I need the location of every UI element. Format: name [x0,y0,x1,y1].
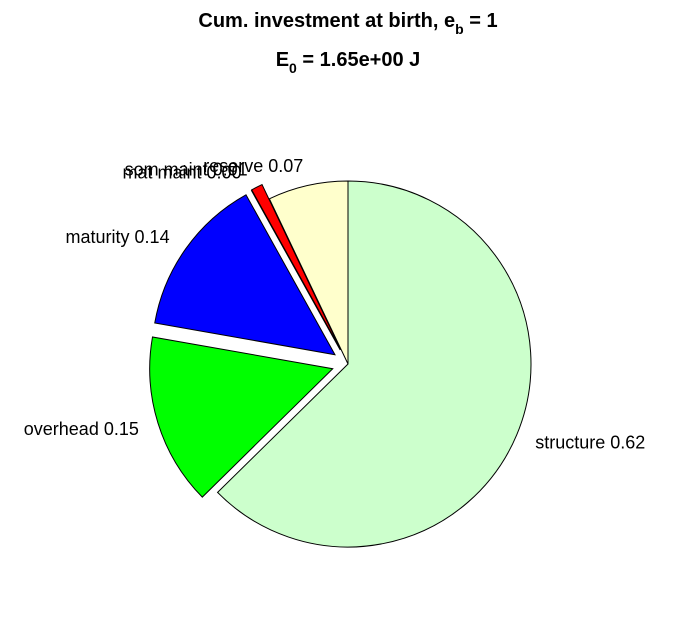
slice-value: 0.01 [213,159,248,179]
slice-label: overhead 0.15 [24,419,139,439]
title-part: = 1 [464,10,498,32]
slice-category: som maint [125,159,208,179]
slice-label: maturity 0.14 [66,227,170,247]
slice-category: reserve [203,156,263,176]
slice-value: 0.62 [610,432,645,452]
subtitle-part: = 1.65e+00 J [297,49,420,71]
title-subscript: b [455,21,464,37]
pie-slice [154,194,336,356]
pie-slice [216,180,532,548]
subtitle-part: E [276,49,289,71]
slice-label: som maint 0.01 [125,159,248,179]
chart-subtitle: E0 = 1.65e+00 J [276,49,421,76]
slice-category: mat maint [122,163,201,183]
title-part: Cum. investment at birth, e [198,10,455,32]
slice-label: reserve 0.07 [203,156,303,176]
pie-slice [250,189,341,351]
slice-category: overhead [24,419,99,439]
pie-slice [149,336,334,498]
slice-value: 0.00 [206,163,241,183]
pie-slice [251,183,342,351]
pie-slice [268,180,349,365]
slice-label: mat maint 0.00 [122,163,241,183]
subtitle-subscript: 0 [289,60,297,76]
slice-value: 0.14 [135,227,170,247]
chart-title: Cum. investment at birth, eb = 1 [198,10,497,37]
slice-category: maturity [66,227,130,247]
slice-category: structure [535,432,605,452]
slice-value: 0.15 [104,419,139,439]
slice-label: structure 0.62 [535,432,645,452]
pie [149,180,532,548]
slice-value: 0.07 [268,156,303,176]
